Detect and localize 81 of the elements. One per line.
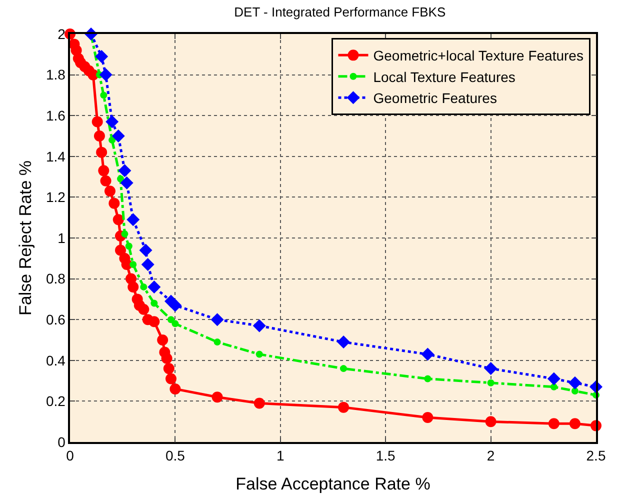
point bbox=[100, 92, 108, 99]
point bbox=[126, 213, 140, 226]
point bbox=[140, 283, 148, 290]
point bbox=[94, 130, 105, 142]
point bbox=[571, 388, 578, 394]
point bbox=[139, 244, 152, 257]
chart-title: DET - Integrated Performance FBKS bbox=[234, 4, 446, 20]
point bbox=[128, 281, 139, 292]
point bbox=[130, 261, 137, 268]
y-tick-label: 0.6 bbox=[46, 312, 66, 328]
point bbox=[170, 383, 181, 394]
y-tick-label: 1 bbox=[58, 230, 66, 246]
point bbox=[254, 398, 265, 409]
point bbox=[337, 336, 350, 349]
y-tick-label: 1.8 bbox=[46, 66, 66, 83]
x-tick-label: 0.5 bbox=[165, 448, 186, 464]
point bbox=[487, 379, 494, 386]
point bbox=[104, 186, 116, 197]
point bbox=[161, 352, 172, 364]
x-tick-label: 1 bbox=[276, 448, 284, 464]
y-tick-label: 0.4 bbox=[46, 352, 66, 368]
point bbox=[141, 258, 154, 272]
point bbox=[163, 363, 174, 374]
point bbox=[484, 362, 498, 376]
point bbox=[99, 68, 112, 82]
point bbox=[212, 392, 223, 403]
point bbox=[210, 313, 224, 326]
point bbox=[422, 412, 434, 424]
point bbox=[550, 383, 558, 390]
point bbox=[108, 136, 116, 144]
point bbox=[148, 316, 160, 328]
point bbox=[340, 365, 348, 372]
point bbox=[115, 244, 126, 256]
point bbox=[150, 300, 158, 307]
point bbox=[120, 176, 134, 190]
point bbox=[108, 198, 120, 209]
point bbox=[96, 146, 108, 158]
point bbox=[117, 175, 124, 182]
point bbox=[338, 402, 350, 413]
legend-label: Geometric+local Texture Features bbox=[373, 48, 584, 64]
point bbox=[167, 316, 174, 324]
point bbox=[112, 214, 124, 226]
x-axis-title: False Acceptance Rate % bbox=[236, 474, 430, 494]
y-axis-title: False Reject Rate % bbox=[16, 160, 36, 316]
point bbox=[98, 165, 110, 176]
point bbox=[256, 350, 263, 358]
legend-label: Local Texture Features bbox=[373, 68, 516, 85]
point bbox=[548, 418, 560, 430]
point bbox=[165, 373, 176, 384]
point bbox=[118, 164, 132, 178]
point bbox=[568, 376, 582, 390]
y-tick-label: 0 bbox=[58, 434, 66, 450]
point bbox=[421, 348, 434, 361]
point bbox=[92, 116, 103, 128]
point bbox=[148, 280, 161, 294]
point bbox=[424, 375, 432, 382]
point bbox=[547, 372, 560, 386]
point bbox=[95, 50, 108, 63]
y-tick-label: 1.6 bbox=[46, 108, 66, 124]
y-tick-label: 1.2 bbox=[46, 189, 66, 206]
point bbox=[138, 304, 150, 315]
point bbox=[100, 175, 112, 186]
y-tick-label: 1.4 bbox=[46, 148, 66, 164]
x-tick-label: 1.5 bbox=[376, 448, 396, 464]
point bbox=[252, 319, 266, 332]
x-tick-label: 2 bbox=[486, 448, 495, 464]
point bbox=[106, 115, 119, 128]
point bbox=[125, 242, 132, 250]
point bbox=[485, 416, 496, 428]
point bbox=[172, 320, 179, 328]
point bbox=[168, 298, 182, 312]
point bbox=[112, 130, 125, 142]
y-tick-label: 0.2 bbox=[46, 393, 66, 410]
point bbox=[121, 230, 128, 238]
point bbox=[157, 334, 168, 346]
y-tick-label: 0.8 bbox=[46, 270, 66, 287]
point bbox=[569, 418, 580, 430]
legend-label: Geometric Features bbox=[373, 90, 497, 106]
y-tick-label: 2 bbox=[58, 26, 66, 42]
point bbox=[214, 338, 221, 346]
x-tick-label: 2.5 bbox=[586, 448, 606, 464]
